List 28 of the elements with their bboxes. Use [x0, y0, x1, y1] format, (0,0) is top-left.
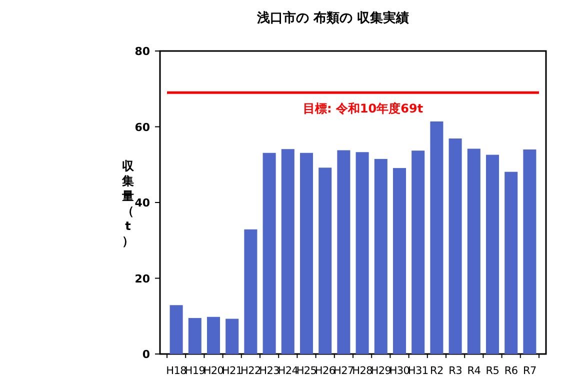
x-tick-label: R6	[504, 365, 518, 377]
x-tick-label: H23	[259, 365, 280, 377]
x-tick-label: H28	[352, 365, 372, 377]
x-tick-label: H24	[278, 365, 299, 377]
x-tick-label: H25	[296, 365, 317, 377]
x-tick-label: H27	[334, 365, 354, 377]
ylabel: 収集量（t）	[122, 159, 134, 248]
chart-title: 浅口市の 布類の 収集実績	[256, 10, 410, 26]
x-tick-label: H18	[166, 365, 186, 377]
x-tick-label: H26	[314, 365, 336, 377]
y-tick-label: 60	[134, 120, 150, 134]
ref-line-label: 目標: 令和10年度69t	[302, 102, 424, 116]
y-tick-label: 0	[142, 348, 150, 361]
x-tick-label: R2	[430, 365, 444, 377]
x-tick-label: R4	[467, 365, 482, 377]
x-tick-label: R3	[448, 365, 462, 377]
y-tick-label: 80	[134, 45, 150, 58]
x-tick-label: H30	[389, 365, 410, 377]
x-tick-label: H31	[408, 365, 428, 377]
x-tick-label: H20	[203, 365, 224, 377]
x-tick-label: H19	[184, 365, 206, 377]
y-tick-label: 20	[134, 272, 150, 286]
x-tick-label: H21	[222, 365, 242, 377]
y-tick-label: 40	[134, 196, 150, 210]
x-tick-label: H22	[240, 365, 261, 377]
x-tick-label: H29	[370, 365, 392, 377]
x-tick-label: R7	[523, 365, 536, 377]
x-tick-label: R5	[486, 365, 500, 377]
